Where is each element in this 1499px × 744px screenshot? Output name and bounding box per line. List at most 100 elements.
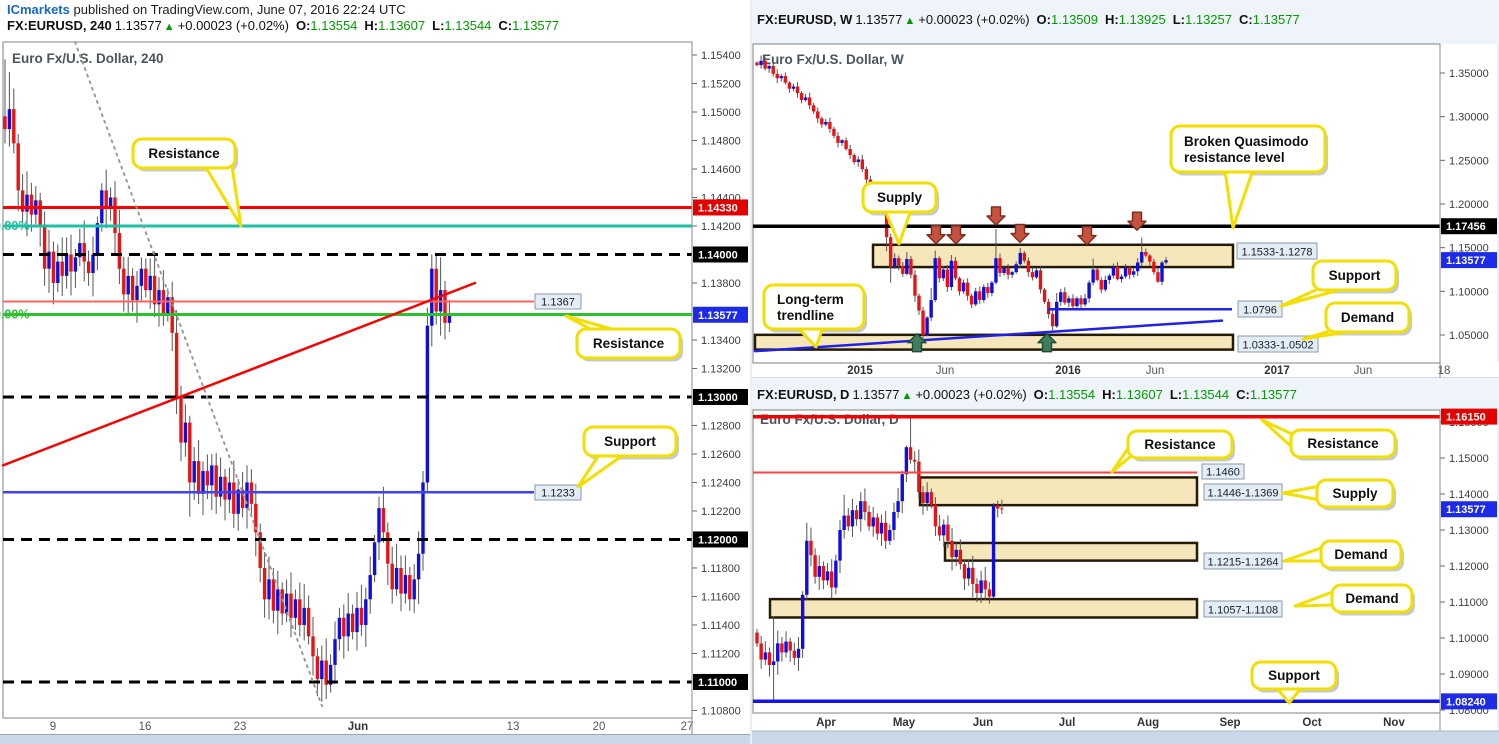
candle-up bbox=[994, 258, 998, 283]
candle-up bbox=[1002, 267, 1006, 274]
price-badge bbox=[1441, 408, 1497, 425]
y-tick-label: 1.12000 bbox=[1449, 561, 1489, 573]
candle-down bbox=[1071, 298, 1075, 307]
candle-down bbox=[792, 650, 797, 658]
level-value-box bbox=[1237, 335, 1319, 353]
candle-up bbox=[888, 529, 892, 541]
price-badge bbox=[1441, 501, 1497, 518]
candle-down bbox=[1038, 270, 1043, 290]
candle-up bbox=[979, 580, 983, 594]
level-value: 1.1057-1.1108 bbox=[1208, 605, 1278, 617]
candle-up bbox=[840, 140, 844, 143]
y-tick-label: 1.11000 bbox=[1449, 597, 1488, 609]
callout-box bbox=[1324, 301, 1411, 334]
close-label: C: bbox=[1239, 12, 1253, 27]
candle-up bbox=[56, 261, 60, 283]
candle-down bbox=[144, 268, 148, 291]
candle-up bbox=[791, 86, 796, 89]
callout-text: Resistance bbox=[148, 146, 220, 161]
callout-resistance: Resistance bbox=[1110, 429, 1235, 474]
level-value-box bbox=[1201, 463, 1245, 480]
callout-resistance: Resistance bbox=[131, 137, 243, 228]
y-tick-label: 1.10000 bbox=[1449, 633, 1489, 645]
candle-up bbox=[784, 641, 788, 653]
price-badge-value: 1.12000 bbox=[698, 534, 738, 546]
candle-up bbox=[302, 607, 306, 625]
candle-down bbox=[958, 549, 963, 565]
fib-label: 0.00% bbox=[0, 307, 29, 321]
candle-down bbox=[240, 489, 245, 509]
x-tick-label: 2015 bbox=[847, 365, 873, 377]
chart-title: Euro Fx/U.S. Dollar, 240 bbox=[12, 51, 164, 66]
candle-down bbox=[315, 656, 320, 680]
price-badge bbox=[1441, 252, 1497, 269]
panel-bg bbox=[752, 378, 1499, 410]
candle-up bbox=[1111, 266, 1116, 276]
candle-down bbox=[816, 111, 820, 119]
candle-down bbox=[945, 269, 950, 287]
x-tick-label: Jun bbox=[348, 721, 368, 733]
level-value: 1.1533-1.1278 bbox=[1242, 247, 1313, 259]
candle-down bbox=[306, 607, 311, 637]
candle-up bbox=[892, 511, 896, 530]
candle-down bbox=[755, 62, 759, 66]
candle-down bbox=[271, 579, 276, 611]
candle-up bbox=[842, 515, 846, 530]
candle-down bbox=[381, 508, 386, 533]
low-value: 1.13544 bbox=[1182, 387, 1230, 402]
panel-bg bbox=[752, 0, 1499, 44]
candle-down bbox=[390, 563, 394, 590]
callout-box bbox=[1289, 428, 1397, 459]
callout-text: Resistance bbox=[1144, 437, 1216, 452]
candle-up bbox=[1018, 252, 1022, 265]
candle-up bbox=[25, 194, 29, 212]
candle-down bbox=[950, 540, 954, 557]
candle-down bbox=[1079, 298, 1083, 305]
candle-down bbox=[51, 251, 56, 283]
candle-up bbox=[95, 223, 100, 255]
candle-down bbox=[771, 66, 775, 74]
candle-up bbox=[871, 517, 875, 527]
y-tick-label: 1.14000 bbox=[1449, 489, 1489, 501]
axis-corner-cover bbox=[1452, 362, 1499, 378]
candle-up bbox=[64, 254, 69, 276]
x-tick-label: Jul bbox=[1059, 717, 1076, 729]
candle-down bbox=[863, 501, 867, 512]
y-tick-label: 1.35000 bbox=[1449, 68, 1489, 80]
high-value: 1.13607 bbox=[1115, 387, 1163, 402]
candle-down bbox=[434, 268, 438, 312]
candle-up bbox=[108, 197, 113, 209]
candle-down bbox=[82, 243, 86, 262]
candle-down bbox=[933, 504, 938, 527]
candle-down bbox=[888, 237, 893, 267]
candle-down bbox=[852, 155, 856, 163]
candle-up bbox=[850, 510, 855, 527]
candle-up bbox=[1091, 269, 1095, 283]
candle-down bbox=[408, 575, 412, 600]
candle-up bbox=[1119, 276, 1124, 280]
callout-support: Support bbox=[576, 425, 679, 489]
callout-text: Supply bbox=[877, 190, 922, 205]
supply-demand-zone bbox=[943, 541, 1199, 562]
candle-down bbox=[69, 254, 73, 272]
candle-down bbox=[913, 274, 917, 296]
candle-up bbox=[933, 258, 937, 301]
candle-down bbox=[875, 517, 880, 534]
candle-up bbox=[328, 664, 333, 685]
candle-up bbox=[796, 648, 801, 658]
close-value: 1.13577 bbox=[1252, 12, 1300, 27]
candle-down bbox=[1127, 267, 1132, 275]
level-value-box bbox=[1203, 552, 1283, 570]
candle-up bbox=[148, 275, 152, 291]
candle-up bbox=[1059, 292, 1063, 302]
close-value: 1.13577 bbox=[512, 18, 560, 33]
candle-down bbox=[386, 532, 390, 564]
down-arrow-icon bbox=[986, 206, 1006, 226]
candle-down bbox=[130, 275, 135, 301]
fib-label: 0.80% bbox=[0, 219, 29, 233]
down-arrow-icon bbox=[946, 225, 966, 245]
level-value: 1.0796 bbox=[1243, 305, 1277, 317]
candle-up bbox=[1103, 279, 1107, 290]
low-label: L: bbox=[1169, 387, 1183, 402]
callout-box bbox=[861, 181, 938, 214]
